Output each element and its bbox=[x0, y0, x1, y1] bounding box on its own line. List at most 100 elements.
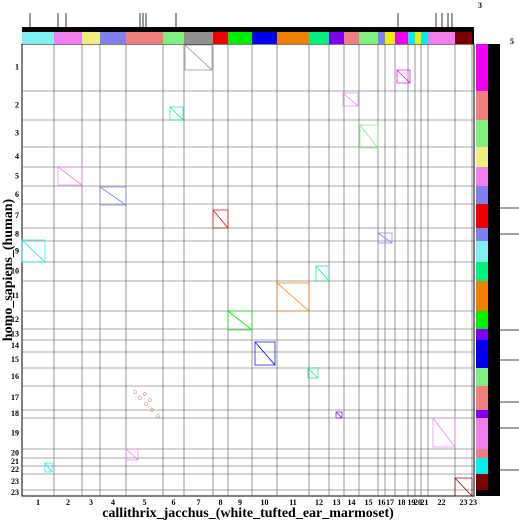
y-tick-label: 12 bbox=[11, 315, 19, 324]
synteny-segment bbox=[227, 310, 253, 331]
synteny-box bbox=[396, 69, 411, 84]
synteny-box bbox=[21, 239, 46, 263]
x-chrom-block bbox=[455, 32, 472, 44]
synteny-box bbox=[169, 106, 184, 121]
synteny-box bbox=[99, 186, 127, 206]
y-tick-label: 2 bbox=[15, 100, 19, 109]
x-chrom-block bbox=[359, 32, 378, 44]
top-track bbox=[22, 27, 474, 32]
y-tick-label: 20 bbox=[11, 448, 19, 457]
synteny-segment bbox=[335, 411, 343, 419]
x-chrom-block bbox=[184, 32, 213, 44]
x-tick-label: 2 bbox=[66, 498, 70, 507]
x-tick-label: 7 bbox=[197, 498, 201, 507]
y-chrom-block bbox=[476, 262, 488, 281]
synteny-box bbox=[227, 310, 253, 331]
x-chrom-block bbox=[472, 32, 474, 44]
synteny-box bbox=[342, 92, 359, 107]
x-chrom-block bbox=[415, 32, 421, 44]
x-chrom-block bbox=[395, 32, 408, 44]
x-chrom-block bbox=[329, 32, 344, 44]
y-chrom-block bbox=[476, 352, 488, 368]
synteny-box bbox=[359, 124, 379, 149]
x-tick-label: 6 bbox=[172, 498, 176, 507]
x-chrom-block bbox=[163, 32, 184, 44]
y-tick-label: 16 bbox=[11, 372, 19, 381]
x-chrom-block bbox=[213, 32, 228, 44]
y-tick-label: 23 bbox=[11, 477, 19, 486]
y-chrom-block bbox=[476, 340, 488, 352]
x-tick-label: 18 bbox=[398, 498, 406, 507]
synteny-segment bbox=[21, 239, 46, 263]
synteny-segment bbox=[169, 106, 184, 121]
y-tick-label: 6 bbox=[15, 190, 19, 199]
y-chrom-block bbox=[476, 186, 488, 204]
synteny-box bbox=[57, 166, 83, 186]
x-chrom-block bbox=[309, 32, 329, 44]
y-tick-label: 13 bbox=[11, 329, 19, 338]
synteny-box bbox=[307, 367, 319, 379]
y-tick-label: 22 bbox=[11, 465, 19, 474]
y-chrom-block bbox=[476, 474, 488, 490]
x-tick-label: 19 bbox=[408, 498, 416, 507]
y-chrom-block bbox=[476, 91, 488, 120]
y-tick-label: 10 bbox=[11, 266, 19, 275]
x-chrom-block bbox=[378, 32, 385, 44]
synteny-box bbox=[184, 44, 213, 71]
y-chrom-block bbox=[476, 368, 488, 386]
synteny-box bbox=[454, 477, 473, 497]
x-tick-label: 1 bbox=[36, 498, 40, 507]
x-tick-label: 8 bbox=[219, 498, 223, 507]
y-tick-label: 15 bbox=[11, 355, 19, 364]
y-tick-label: 21 bbox=[11, 457, 19, 466]
y-tick-label: 3 bbox=[15, 128, 19, 137]
y-chrom-block bbox=[476, 386, 488, 410]
x-tick-label: 23 bbox=[469, 498, 477, 507]
x-chrom-block bbox=[228, 32, 252, 44]
synteny-box bbox=[44, 462, 53, 473]
synteny-segment bbox=[432, 417, 456, 448]
synteny-dot bbox=[138, 396, 142, 400]
y-tick-label: 7 bbox=[15, 211, 19, 220]
x-tick-label: 3 bbox=[89, 498, 93, 507]
x-tick-label: 10 bbox=[261, 498, 269, 507]
side-track-label: 5 bbox=[510, 37, 514, 46]
x-tick-label: 5 bbox=[143, 498, 147, 507]
y-tick-label: 14 bbox=[11, 341, 19, 350]
x-chrom-block bbox=[344, 32, 359, 44]
x-chrom-block bbox=[428, 32, 455, 44]
synteny-segment bbox=[125, 448, 139, 461]
synteny-dot bbox=[143, 392, 147, 396]
plot-area bbox=[21, 43, 475, 497]
synteny-segment bbox=[342, 92, 359, 107]
y-tick-label: 1 bbox=[15, 62, 19, 71]
synteny-segment bbox=[212, 209, 229, 229]
synteny-segment bbox=[307, 367, 319, 379]
y-tick-label: 11 bbox=[11, 291, 19, 300]
x-tick-label: 20 bbox=[414, 498, 422, 507]
side-track bbox=[488, 44, 500, 496]
x-chrom-block bbox=[82, 32, 100, 44]
y-tick-label: 23 bbox=[11, 488, 19, 497]
x-tick-label: 12 bbox=[315, 498, 323, 507]
x-tick-label: 16 bbox=[378, 498, 386, 507]
y-tick-label: 19 bbox=[11, 428, 19, 437]
y-chrom-block bbox=[476, 490, 488, 496]
x-tick-label: 13 bbox=[333, 498, 341, 507]
x-tick-label: 17 bbox=[386, 498, 394, 507]
x-chrom-block bbox=[385, 32, 395, 44]
synteny-segment bbox=[44, 462, 53, 473]
y-chrom-block bbox=[476, 167, 488, 186]
synteny-segment bbox=[184, 44, 213, 71]
x-tick-label: 21 bbox=[421, 498, 429, 507]
y-chrom-block bbox=[476, 204, 488, 228]
synteny-box bbox=[276, 282, 310, 312]
synteny-segment bbox=[396, 69, 411, 84]
synteny-box bbox=[212, 209, 229, 229]
y-chrom-block bbox=[476, 466, 488, 474]
x-tick-label: 9 bbox=[238, 498, 242, 507]
synteny-segment bbox=[276, 282, 310, 312]
x-chrom-block bbox=[100, 32, 126, 44]
y-chrom-block bbox=[476, 241, 488, 262]
x-tick-label: 15 bbox=[365, 498, 373, 507]
